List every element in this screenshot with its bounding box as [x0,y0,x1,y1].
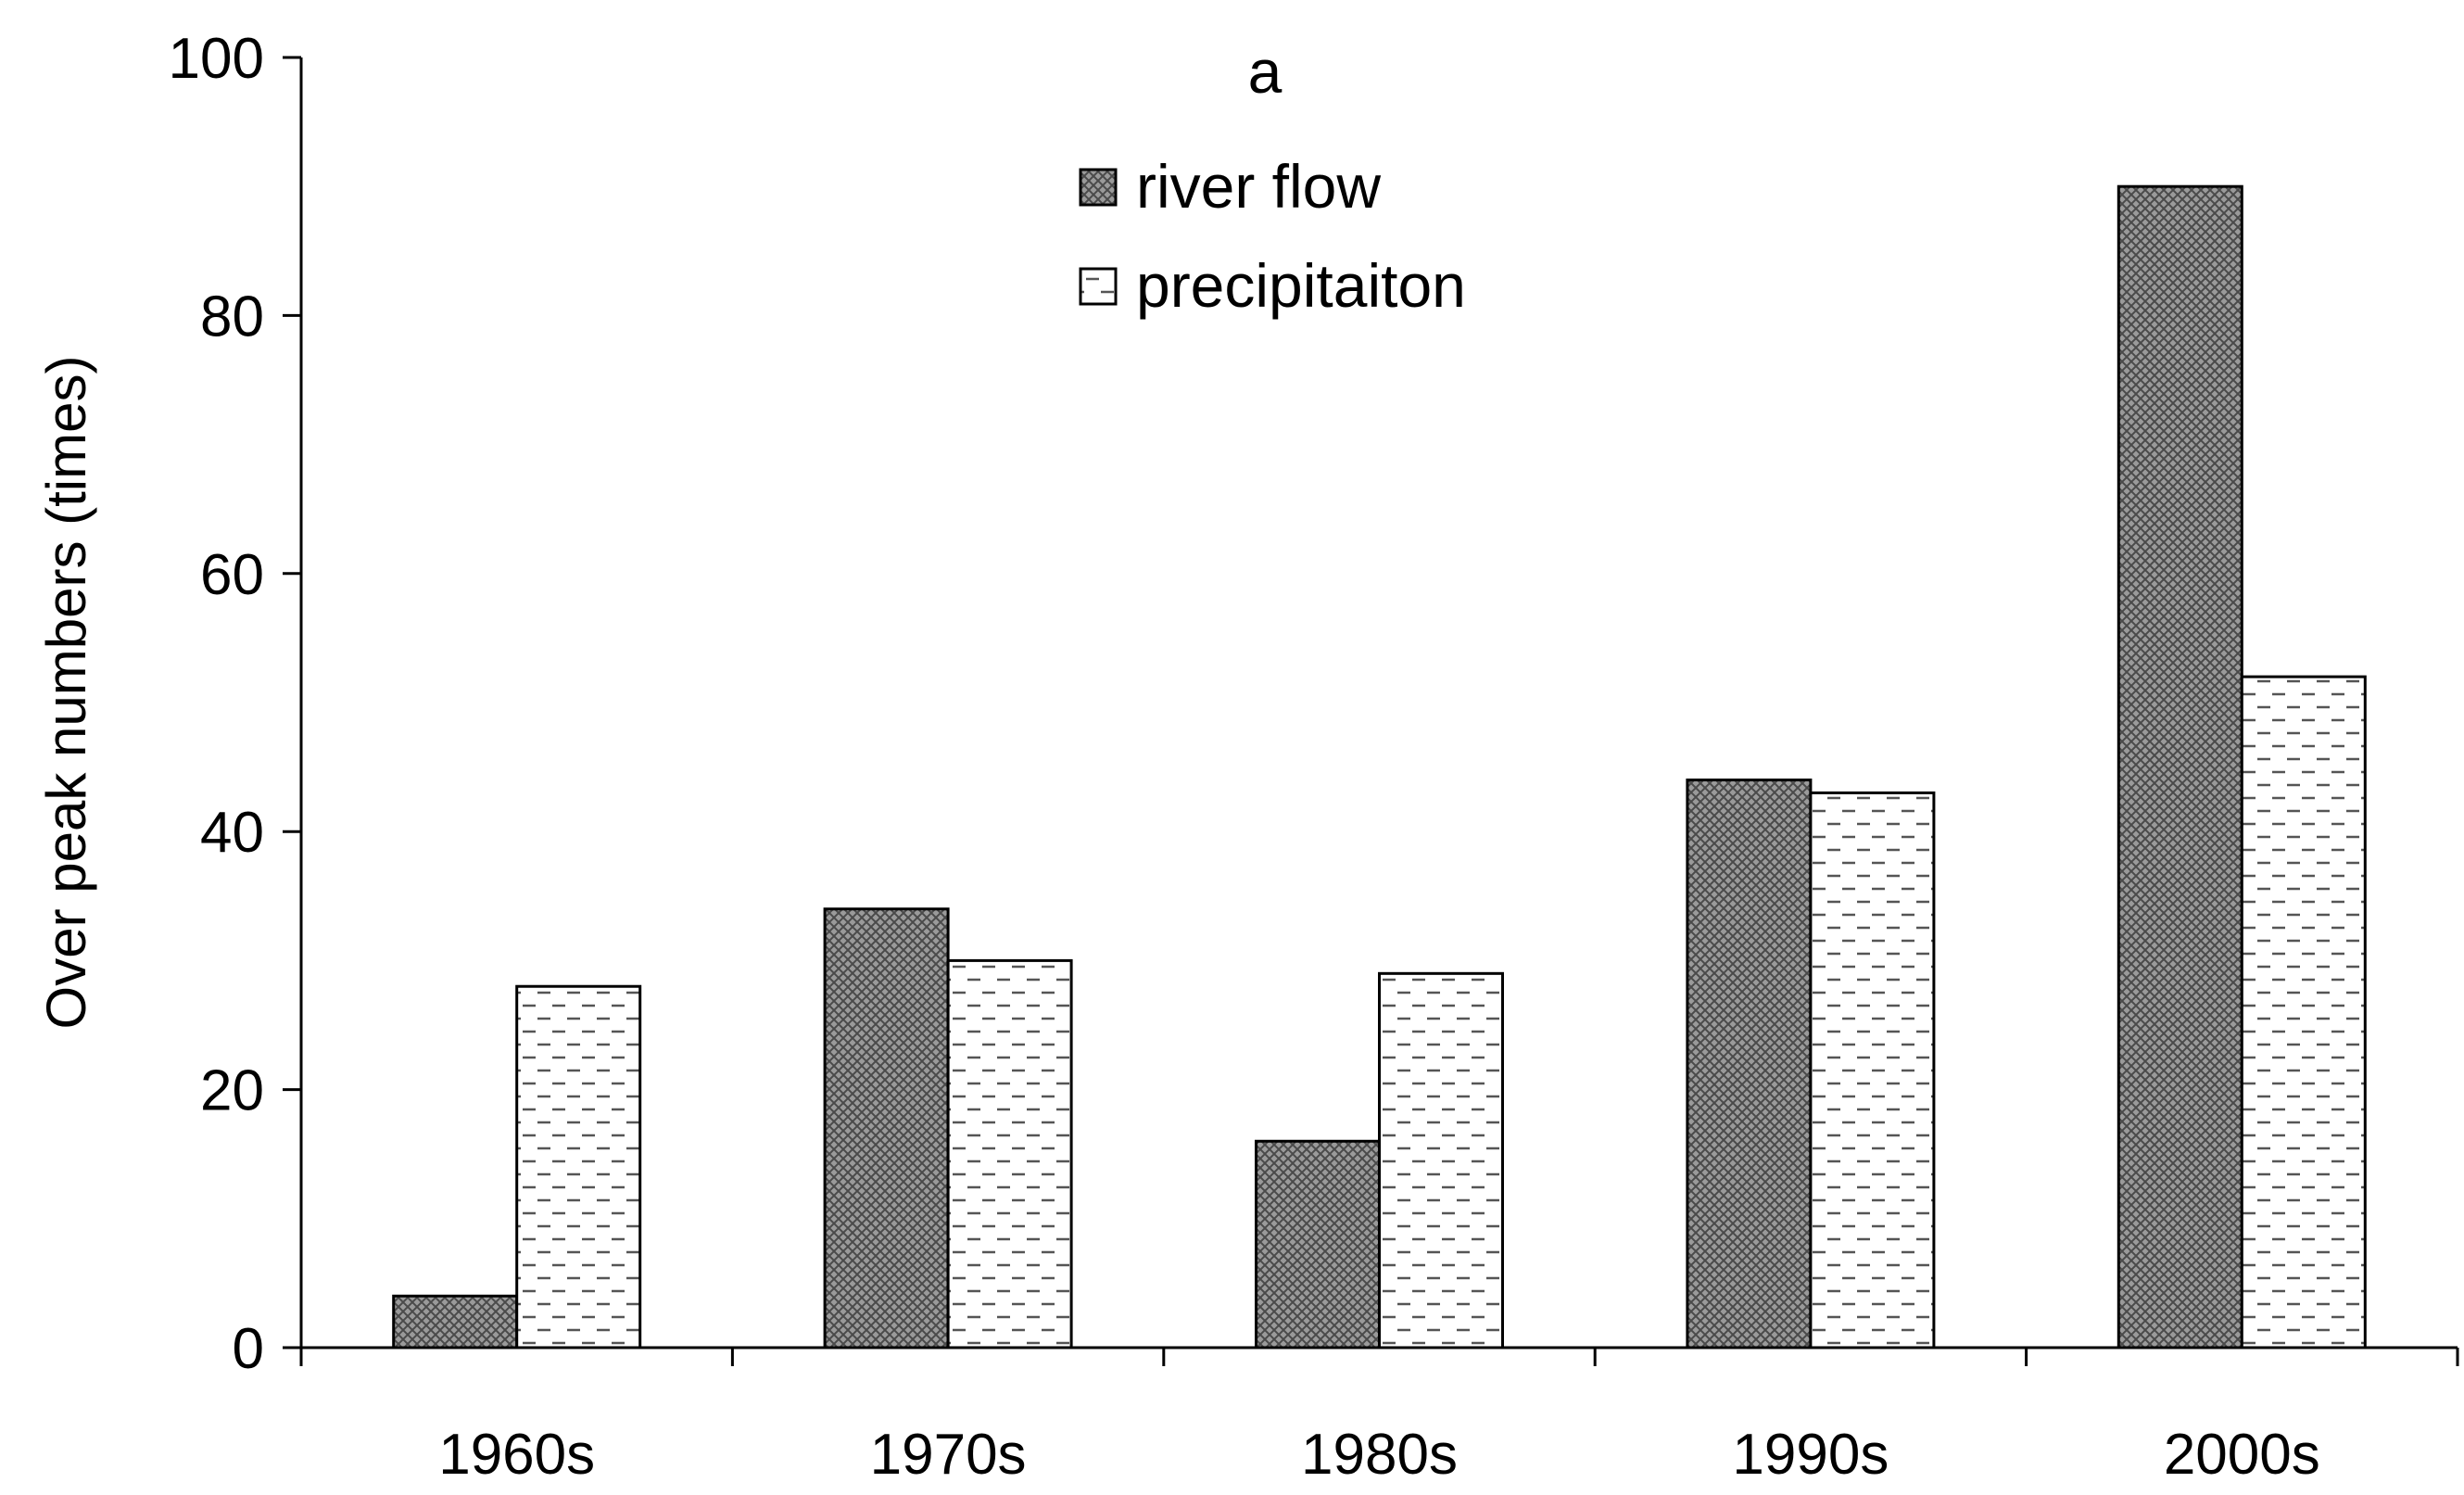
y-axis-label: Over peak numbers (times) [35,356,97,1030]
y-tick-label: 80 [200,285,264,348]
y-tick-label: 60 [200,543,264,607]
x-axis-ticks: 1960s 1970s 1980s 1990s 2000s [299,1348,2459,1487]
chart-title: a [1248,37,1283,106]
y-tick-label: 40 [200,801,264,865]
legend: river flow precipitaiton [1079,152,1466,320]
x-tick-label-1960s: 1960s [438,1423,595,1487]
bar-precipitaiton-1990s [1809,791,1936,1349]
x-tick-label-2000s: 2000s [2164,1423,2320,1487]
bar-precipitaiton-2000s [2240,675,2367,1349]
x-tick-label-1990s: 1990s [1732,1423,1889,1487]
bar-river-flow-1970s [823,907,950,1349]
legend-label-precipitaiton: precipitaiton [1136,251,1466,320]
bars [392,184,2367,1349]
y-tick-label: 100 [169,27,264,91]
x-tick-label-1980s: 1980s [1301,1423,1458,1487]
y-axis-ticks: 0 20 40 60 80 100 [169,27,301,1381]
x-tick-label-1970s: 1970s [870,1423,1027,1487]
legend-swatch-precipitaiton [1079,267,1118,306]
legend-swatch-river-flow [1079,168,1118,207]
bar-river-flow-2000s [2117,184,2243,1349]
bar-river-flow-1960s [392,1294,519,1349]
legend-label-river-flow: river flow [1136,152,1381,221]
y-tick-label: 20 [200,1059,264,1123]
bar-precipitaiton-1960s [515,984,642,1349]
bar-precipitaiton-1970s [946,958,1073,1349]
bar-river-flow-1980s [1255,1139,1381,1349]
y-tick-label: 0 [233,1317,264,1381]
bar-precipitaiton-1980s [1378,971,1504,1349]
bar-river-flow-1990s [1686,779,1813,1349]
